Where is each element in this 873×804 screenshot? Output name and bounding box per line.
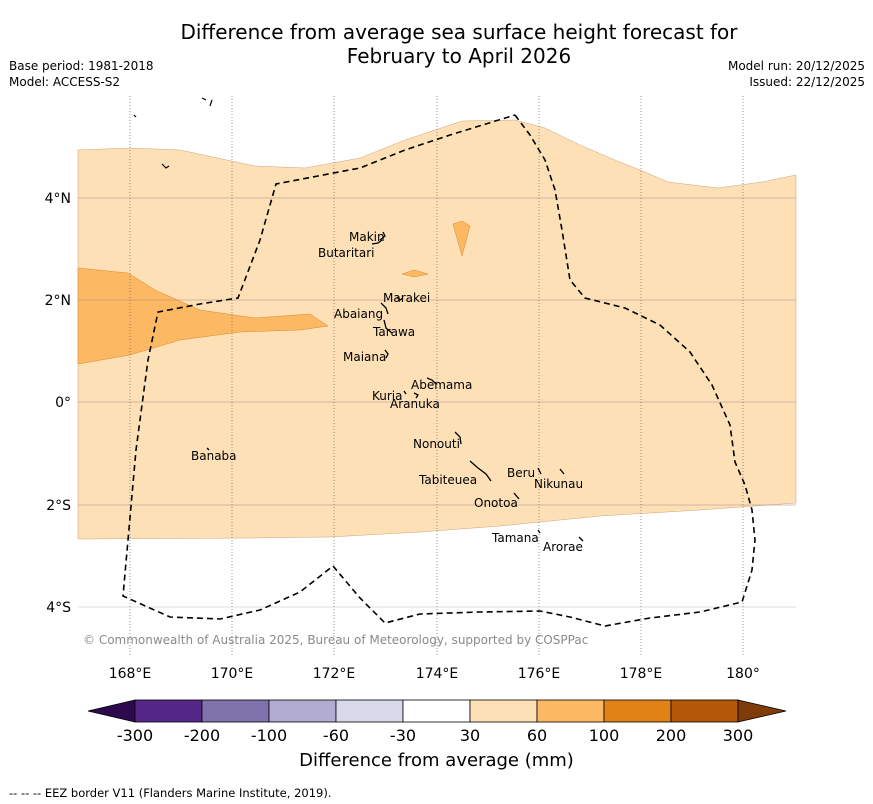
issued-date: Issued: 22/12/2025 bbox=[749, 75, 865, 89]
island-label-maiana: Maiana bbox=[343, 350, 386, 364]
model-run: Model run: 20/12/2025 bbox=[727, 59, 865, 73]
anomaly-fill-60-100-small-2 bbox=[401, 269, 429, 278]
island-shape-nonouti bbox=[454, 431, 462, 445]
island-shape-tarawa bbox=[383, 319, 393, 334]
island-shape-aranuka bbox=[413, 392, 419, 399]
colorbar-title: Difference from average (mm) bbox=[299, 750, 574, 771]
colorbar-tick-9: 200 bbox=[655, 726, 687, 745]
colorbar-bin-2 bbox=[201, 699, 270, 723]
lon-tick-172e: 172°E bbox=[313, 666, 356, 682]
island-label-beru: Beru bbox=[507, 466, 535, 480]
colorbar-extend-low bbox=[87, 699, 136, 723]
anomaly-fill-60-100-small bbox=[452, 220, 471, 257]
colorbar-tick-8: 100 bbox=[588, 726, 620, 745]
lon-tick-170e: 170°E bbox=[211, 666, 254, 682]
colorbar-tick-3: -100 bbox=[250, 726, 288, 745]
lat-tick-4s: 4°S bbox=[46, 600, 71, 616]
model-name: Model: ACCESS-S2 bbox=[9, 75, 121, 89]
lon-tick-176e: 176°E bbox=[518, 666, 561, 682]
eez-footnote: -- -- -- EEZ border V11 (Flanders Marine… bbox=[9, 786, 332, 800]
island-label-abemama: Abemama bbox=[411, 378, 472, 392]
island-shape-abaiang bbox=[380, 302, 389, 315]
colorbar-bin-1 bbox=[134, 699, 203, 723]
island-outline-north-3 bbox=[161, 163, 170, 169]
colorbar-tick-2: -200 bbox=[183, 726, 221, 745]
island-shape-maiana bbox=[384, 349, 389, 359]
colorbar-tick-1: -300 bbox=[116, 726, 154, 745]
lon-tick-180: 180° bbox=[726, 666, 760, 682]
island-outline-north-1 bbox=[133, 114, 137, 118]
gridlines bbox=[78, 96, 796, 655]
island-label-aranuka: Aranuka bbox=[390, 397, 440, 411]
island-shape-nikunau bbox=[559, 468, 565, 475]
island-shape-onotoa bbox=[513, 492, 520, 500]
lon-tick-178e: 178°E bbox=[620, 666, 663, 682]
lat-tick-2s: 2°S bbox=[46, 498, 71, 514]
lat-tick-labels: 4°N 2°N 0° 2°S 4°S bbox=[45, 191, 72, 616]
island-shape-arorae bbox=[578, 536, 584, 542]
lat-tick-0: 0° bbox=[55, 395, 71, 411]
island-shape-kuria bbox=[403, 390, 407, 395]
island-label-butaritari: Butaritari bbox=[318, 246, 375, 260]
colorbar-tick-10: 300 bbox=[722, 726, 754, 745]
colorbar-bin-6 bbox=[469, 699, 538, 723]
eez-border bbox=[122, 114, 756, 627]
colorbar-bin-5 bbox=[402, 699, 471, 723]
island-label-nikunau: Nikunau bbox=[534, 477, 583, 491]
colorbar-bin-7 bbox=[536, 699, 605, 723]
colorbar-tick-6: 30 bbox=[459, 726, 481, 745]
title-line-2: February to April 2026 bbox=[346, 44, 572, 68]
island-shape-abemama bbox=[426, 377, 437, 385]
colorbar-bin-8 bbox=[603, 699, 672, 723]
title-line-1: Difference from average sea surface heig… bbox=[180, 20, 738, 44]
island-outline-north-2 bbox=[201, 97, 213, 107]
colorbar-tick-5: -30 bbox=[389, 726, 417, 745]
island-shape-beru bbox=[537, 467, 542, 475]
island-label-arorae: Arorae bbox=[543, 540, 583, 554]
island-shape-banaba bbox=[206, 447, 210, 451]
colorbar-tick-7: 60 bbox=[526, 726, 548, 745]
map-title: Difference from average sea surface heig… bbox=[0, 20, 873, 68]
island-shape-tamana bbox=[537, 529, 541, 534]
island-label-marakei: Marakei bbox=[383, 291, 430, 305]
island-label-tabiteuea: Tabiteuea bbox=[418, 473, 477, 487]
lon-tick-168e: 168°E bbox=[109, 666, 152, 682]
lat-tick-4n: 4°N bbox=[45, 191, 71, 207]
colorbar bbox=[87, 699, 787, 723]
colorbar-tick-4: -60 bbox=[322, 726, 350, 745]
lat-tick-2n: 2°N bbox=[45, 293, 71, 309]
island-shape-butaritari bbox=[371, 239, 383, 245]
island-label-makin: Makin bbox=[349, 230, 385, 244]
island-shape-tabiteuea bbox=[469, 460, 492, 482]
island-shapes bbox=[206, 231, 584, 542]
meta-left: Base period: 1981-2018 Model: ACCESS-S2 bbox=[9, 58, 154, 90]
colorbar-bin-4 bbox=[335, 699, 404, 723]
lon-tick-174e: 174°E bbox=[416, 666, 459, 682]
colorbar-bin-9 bbox=[670, 699, 739, 723]
island-label-nonouti: Nonouti bbox=[413, 437, 460, 451]
island-shape-marakei bbox=[396, 296, 404, 301]
island-label-kuria: Kuria bbox=[372, 389, 403, 403]
island-labels: Makin Butaritari Marakei Abaiang Tarawa … bbox=[191, 230, 583, 554]
island-shape-makin bbox=[379, 231, 386, 241]
colorbar-bin-3 bbox=[268, 699, 337, 723]
island-label-tarawa: Tarawa bbox=[372, 325, 415, 339]
anomaly-fill-30-60 bbox=[77, 119, 797, 540]
base-period: Base period: 1981-2018 bbox=[9, 59, 154, 73]
meta-right: Model run: 20/12/2025 Issued: 22/12/2025 bbox=[728, 58, 865, 90]
copyright-text: © Commonwealth of Australia 2025, Bureau… bbox=[83, 633, 588, 647]
island-label-tamana: Tamana bbox=[491, 531, 539, 545]
island-label-abaiang: Abaiang bbox=[334, 307, 383, 321]
colorbar-extend-high bbox=[737, 699, 787, 723]
island-label-onotoa: Onotoa bbox=[474, 496, 518, 510]
lon-tick-labels: 168°E 170°E 172°E 174°E 176°E 178°E 180° bbox=[109, 666, 760, 682]
island-label-banaba: Banaba bbox=[191, 449, 237, 463]
